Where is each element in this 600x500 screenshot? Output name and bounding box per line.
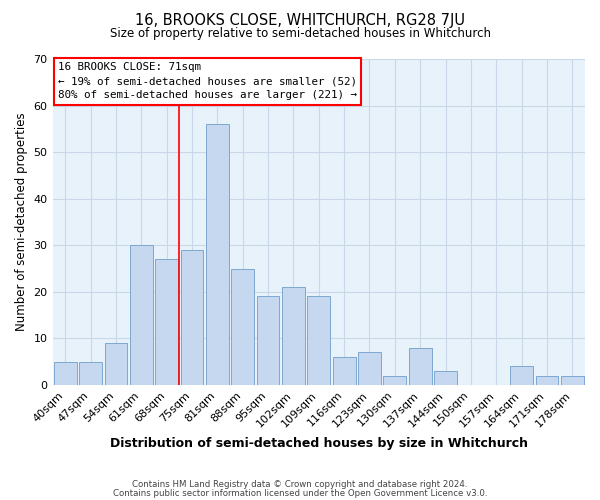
Bar xyxy=(257,296,280,385)
Bar xyxy=(282,287,305,385)
Bar xyxy=(409,348,431,385)
Bar xyxy=(561,376,584,385)
Bar xyxy=(383,376,406,385)
Y-axis label: Number of semi-detached properties: Number of semi-detached properties xyxy=(15,112,28,332)
Bar xyxy=(206,124,229,385)
X-axis label: Distribution of semi-detached houses by size in Whitchurch: Distribution of semi-detached houses by … xyxy=(110,437,528,450)
Text: 16 BROOKS CLOSE: 71sqm
← 19% of semi-detached houses are smaller (52)
80% of sem: 16 BROOKS CLOSE: 71sqm ← 19% of semi-det… xyxy=(58,62,357,100)
Bar xyxy=(510,366,533,385)
Bar xyxy=(79,362,102,385)
Bar xyxy=(434,371,457,385)
Bar xyxy=(358,352,381,385)
Text: Contains public sector information licensed under the Open Government Licence v3: Contains public sector information licen… xyxy=(113,488,487,498)
Text: Contains HM Land Registry data © Crown copyright and database right 2024.: Contains HM Land Registry data © Crown c… xyxy=(132,480,468,489)
Bar xyxy=(155,259,178,385)
Bar xyxy=(307,296,330,385)
Bar xyxy=(181,250,203,385)
Bar xyxy=(130,245,152,385)
Bar xyxy=(104,343,127,385)
Bar xyxy=(333,357,356,385)
Bar xyxy=(231,268,254,385)
Bar xyxy=(536,376,559,385)
Text: Size of property relative to semi-detached houses in Whitchurch: Size of property relative to semi-detach… xyxy=(110,28,491,40)
Text: 16, BROOKS CLOSE, WHITCHURCH, RG28 7JU: 16, BROOKS CLOSE, WHITCHURCH, RG28 7JU xyxy=(135,12,465,28)
Bar xyxy=(54,362,77,385)
